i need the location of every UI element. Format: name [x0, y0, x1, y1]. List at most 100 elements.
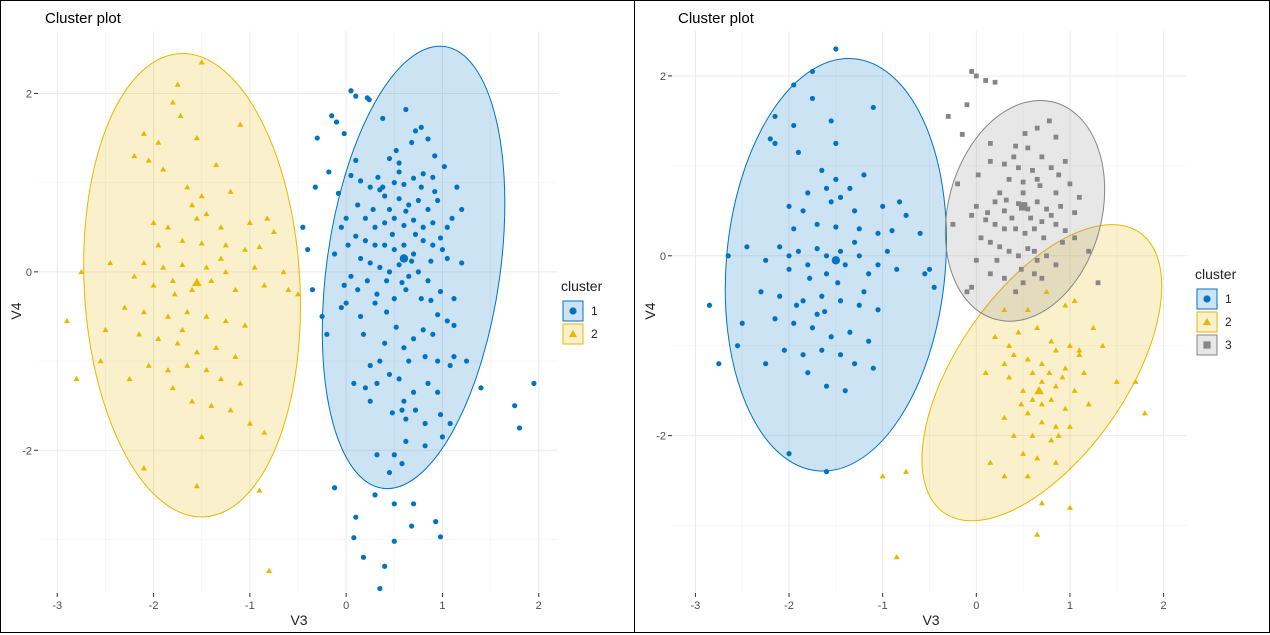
cluster-1-point [777, 293, 783, 299]
cluster-1-point [389, 231, 395, 237]
cluster-1-point [403, 438, 409, 444]
cluster-1-point [435, 358, 441, 364]
cluster-1-point [444, 318, 450, 324]
cluster-1-point [355, 202, 361, 208]
cluster-1-point [851, 208, 858, 214]
cluster-1-point [459, 206, 465, 213]
cluster-1-point [372, 492, 378, 498]
legend-title: cluster [1195, 266, 1237, 282]
x-tick-label: -1 [245, 600, 255, 612]
cluster-2-point [1024, 306, 1031, 312]
cluster-2-point [102, 326, 109, 333]
cluster-3-point [1020, 190, 1026, 196]
cluster-1-point [447, 420, 453, 427]
cluster-3-point [1020, 179, 1026, 185]
cluster-1-point [828, 118, 834, 124]
cluster-2-point [203, 210, 210, 217]
cluster-1-point [362, 385, 369, 391]
cluster-1-point [401, 242, 407, 248]
cluster-1-point [884, 248, 890, 254]
cluster-2-point [184, 309, 191, 315]
cluster-2-point [189, 201, 196, 208]
cluster-3-point [1044, 253, 1049, 259]
cluster-1-point [403, 416, 409, 422]
cluster-2-point [1010, 432, 1017, 438]
cluster-2-point [256, 487, 263, 493]
cluster-2-point [1006, 374, 1013, 380]
cluster-3-point [1002, 226, 1007, 232]
cluster-2-point [1059, 374, 1066, 380]
cluster-2-point [1048, 437, 1055, 443]
cluster-1-point [758, 289, 764, 295]
cluster-1-point [795, 149, 802, 155]
x-tick-label: -1 [878, 600, 888, 612]
cluster-1-point [353, 233, 359, 239]
cluster-2-point [982, 369, 989, 375]
cluster-2-point [160, 264, 167, 270]
legend-marker-1 [569, 307, 577, 315]
cluster-1-point [441, 163, 447, 170]
cluster-1-point [791, 122, 797, 129]
cluster-2-centroid [1034, 385, 1044, 395]
cluster-2-point [251, 264, 258, 270]
cluster-1-point [396, 160, 402, 166]
cluster-2-point [1024, 473, 1031, 479]
cluster-1-point [420, 238, 426, 244]
legend: cluster 1 2 3 [1195, 266, 1237, 356]
cluster-2-point [217, 224, 224, 230]
cluster-1-point [418, 184, 424, 190]
cluster-2-point [193, 349, 200, 355]
cluster-1-point [418, 296, 424, 302]
cluster-1-point [851, 239, 858, 245]
cluster-3-point [992, 79, 998, 85]
cluster-2-point [140, 309, 147, 315]
cluster-3-point [1044, 206, 1049, 212]
cluster-1-point [372, 242, 378, 248]
cluster-1-point [338, 304, 344, 311]
cluster-2-point [171, 291, 178, 297]
cluster-1-point [382, 193, 388, 199]
cluster-3-point [1048, 165, 1054, 171]
cluster-1-point [437, 288, 444, 295]
cluster-1-point [333, 119, 340, 125]
cluster-3-point [1095, 280, 1101, 286]
cluster-1-point [410, 336, 417, 342]
cluster-2-point [155, 335, 162, 342]
cluster-1-point [870, 104, 876, 111]
cluster-1-point [451, 322, 457, 328]
cluster-1-point [386, 469, 393, 476]
cluster-3-point [973, 203, 979, 209]
cluster-2-point [184, 184, 191, 190]
cluster-3-point [955, 181, 960, 187]
cluster-3-point [1031, 226, 1037, 232]
x-axis-label: V3 [922, 612, 939, 628]
cluster-2-ellipse [921, 224, 1163, 522]
cluster-1-point [739, 320, 745, 326]
cluster-2-point [198, 433, 205, 440]
cluster-1-point [422, 443, 428, 449]
cluster-2-point [1076, 347, 1083, 353]
cluster-2-point [1020, 450, 1027, 456]
cluster-1-point [931, 284, 937, 290]
cluster-3-point [1039, 219, 1045, 225]
cluster-3-point [1025, 145, 1031, 151]
cluster-1-point [367, 184, 373, 190]
cluster-1-point [835, 280, 841, 286]
cluster-1-point [367, 260, 373, 266]
cluster-2-point [1055, 432, 1062, 438]
cluster-1-point [362, 215, 369, 221]
cluster-3-point [985, 210, 990, 216]
cluster-1-point [383, 309, 390, 315]
cluster-3-point [1013, 289, 1019, 295]
cluster-2-point [140, 259, 147, 266]
cluster-2-point [1024, 410, 1031, 416]
cluster-3-point [992, 199, 998, 205]
cluster-1-point [889, 228, 895, 234]
cluster-1-point [367, 362, 373, 369]
cluster-1-point [382, 340, 388, 346]
cluster-1-point [725, 253, 731, 259]
y-tick-label: -2 [656, 431, 666, 443]
cluster-3-point [992, 221, 998, 227]
cluster-2-point [1132, 378, 1139, 384]
cluster-1-point [430, 174, 436, 180]
